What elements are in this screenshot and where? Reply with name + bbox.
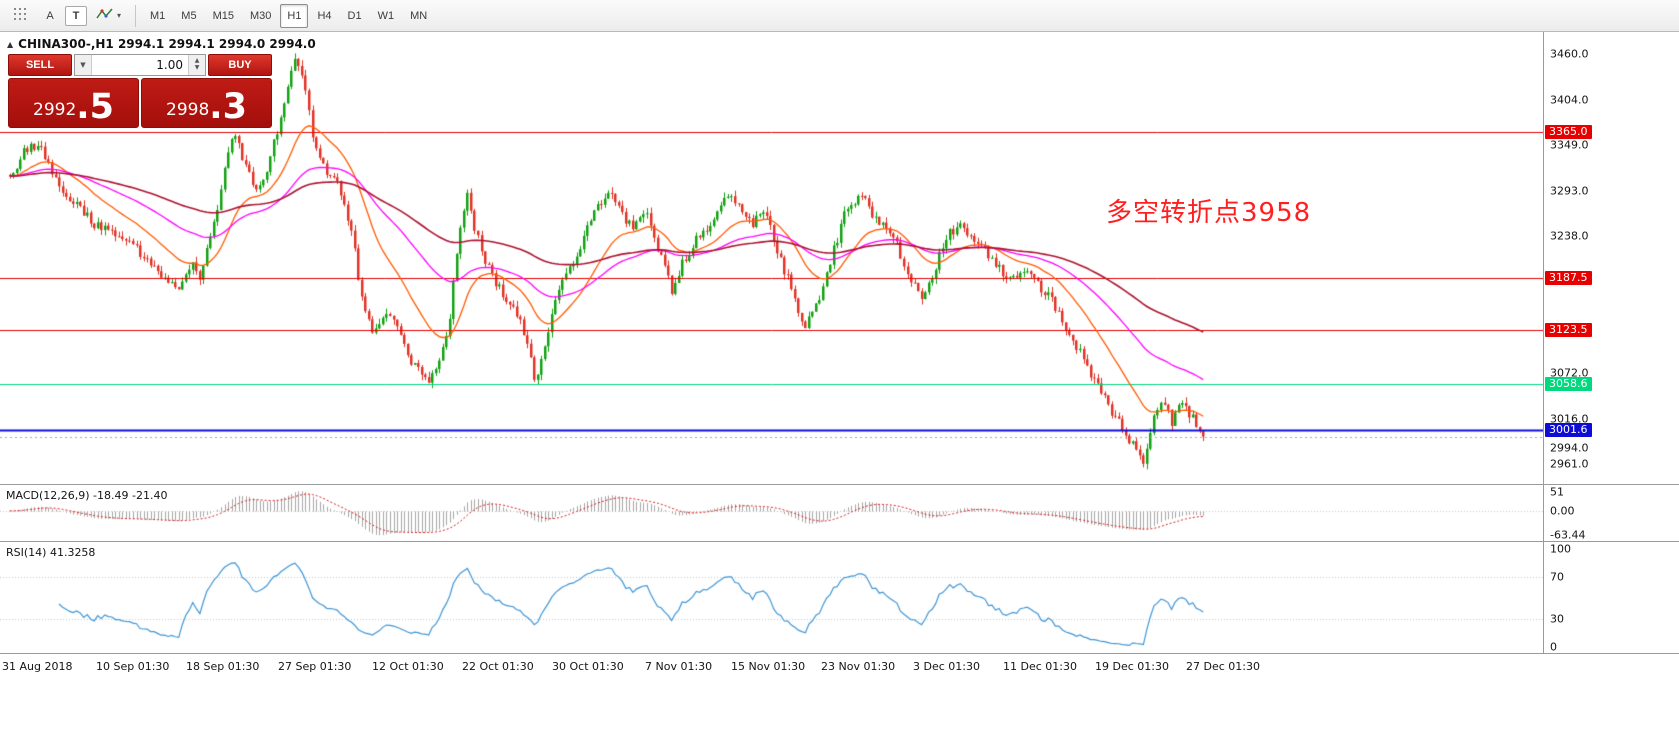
axis-tick: -63.44 bbox=[1550, 528, 1586, 542]
spinner-down-icon[interactable]: ▼ bbox=[194, 64, 200, 71]
chart-toolbar: A T ▾ M1 M5 M15 M30 H1 H4 D1 W1 MN bbox=[0, 0, 1679, 32]
axis-tick: 100 bbox=[1550, 542, 1571, 556]
toolbar-separator bbox=[135, 4, 137, 27]
axis-tick: 3072.0 bbox=[1550, 366, 1589, 380]
price-badge: 3123.5 bbox=[1545, 323, 1592, 338]
time-tick: 3 Dec 01:30 bbox=[913, 660, 980, 673]
axis-tick: 3238.0 bbox=[1550, 229, 1589, 243]
timeframe-m5-button[interactable]: M5 bbox=[174, 4, 203, 28]
time-tick: 27 Sep 01:30 bbox=[278, 660, 352, 673]
indicators-button[interactable]: ▾ bbox=[89, 4, 128, 28]
price-badge: 3058.6 bbox=[1545, 376, 1592, 391]
timeframe-h4-button[interactable]: H4 bbox=[310, 4, 338, 28]
sell-button[interactable]: SELL bbox=[8, 54, 72, 76]
chart-title-text: CHINA300-,H1 2994.1 2994.1 2994.0 2994.0 bbox=[18, 37, 316, 51]
axis-tick: 51 bbox=[1550, 485, 1564, 499]
timeframe-m30-button[interactable]: M30 bbox=[243, 4, 278, 28]
time-axis[interactable]: 31 Aug 2018 10 Sep 01:30 18 Sep 01:30 27 Se… bbox=[0, 654, 1679, 680]
rsi-panel: RSI(14) 41.3258 100 70 30 0 bbox=[0, 542, 1679, 654]
axis-tick: 3016.0 bbox=[1550, 412, 1589, 426]
price-axis[interactable]: 3460.0 3404.0 3349.0 3293.0 3238.0 3072.0 3016… bbox=[1543, 32, 1679, 484]
axis-tick: 3404.0 bbox=[1550, 93, 1589, 107]
axis-tick: 2961.0 bbox=[1550, 457, 1589, 471]
buy-price-main: 2998 bbox=[166, 100, 210, 120]
time-tick: 11 Dec 01:30 bbox=[1003, 660, 1077, 673]
bottom-filler bbox=[0, 680, 1679, 729]
timeframe-d1-button[interactable]: D1 bbox=[341, 4, 369, 28]
rsi-label: RSI(14) 41.3258 bbox=[6, 546, 96, 559]
price-badge: 3001.6 bbox=[1545, 423, 1592, 438]
chevron-down-icon: ▾ bbox=[117, 11, 122, 20]
macd-label: MACD(12,26,9) -18.49 -21.40 bbox=[6, 489, 168, 502]
text-tool-button[interactable]: T bbox=[65, 5, 87, 26]
grid-tool-button[interactable] bbox=[6, 4, 35, 28]
buy-price-button[interactable]: 2998 .3 bbox=[141, 78, 272, 128]
timeframe-group: M1 M5 M15 M30 H1 H4 D1 W1 MN bbox=[142, 3, 435, 28]
volume-spinner[interactable]: ▲ ▼ bbox=[188, 55, 205, 75]
price-badge: 3187.5 bbox=[1545, 270, 1592, 285]
timeframe-w1-button[interactable]: W1 bbox=[371, 4, 402, 28]
rsi-axis[interactable]: 100 70 30 0 bbox=[1543, 542, 1679, 654]
axis-tick: 2994.0 bbox=[1550, 441, 1589, 455]
text-label-button[interactable]: A bbox=[37, 4, 63, 28]
time-tick: 15 Nov 01:30 bbox=[731, 660, 806, 673]
macd-axis[interactable]: 51 0.00 -63.44 bbox=[1543, 485, 1679, 542]
volume-value[interactable]: 1.00 bbox=[156, 58, 183, 72]
axis-tick: 70 bbox=[1550, 570, 1564, 584]
indicator-zigzag-icon bbox=[96, 7, 114, 24]
chart-title: ▲ CHINA300-,H1 2994.1 2994.1 2994.0 2994… bbox=[7, 37, 316, 51]
main-chart-panel: 多空转折点3958 ▲ CHINA300-,H1 2994.1 2994.1 2… bbox=[0, 32, 1679, 485]
timeframe-m1-button[interactable]: M1 bbox=[143, 4, 172, 28]
time-tick: 22 Oct 01:30 bbox=[462, 660, 534, 673]
time-tick: 18 Sep 01:30 bbox=[186, 660, 260, 673]
one-click-trading-widget: SELL ▼ 1.00 ▲ ▼ BUY 2992 .5 2998 bbox=[8, 54, 272, 128]
time-tick: 10 Sep 01:30 bbox=[96, 660, 170, 673]
time-tick: 27 Dec 01:30 bbox=[1186, 660, 1260, 673]
buy-price-frac: .3 bbox=[209, 86, 247, 127]
volume-dropdown-icon[interactable]: ▼ bbox=[75, 55, 92, 75]
timeframe-m15-button[interactable]: M15 bbox=[206, 4, 241, 28]
axis-tick: 3460.0 bbox=[1550, 47, 1589, 61]
axis-tick: 3349.0 bbox=[1550, 138, 1589, 152]
macd-panel: MACD(12,26,9) -18.49 -21.40 51 0.00 -63.44 bbox=[0, 485, 1679, 542]
axis-tick: 30 bbox=[1550, 612, 1564, 626]
spinner-up-icon[interactable]: ▲ bbox=[194, 57, 200, 65]
axis-tick: 0.00 bbox=[1550, 504, 1575, 518]
sell-price-button[interactable]: 2992 .5 bbox=[8, 78, 139, 128]
collapse-triangle-icon[interactable]: ▲ bbox=[7, 39, 14, 49]
time-tick: 31 Aug 2018 bbox=[2, 660, 73, 673]
timeframe-mn-button[interactable]: MN bbox=[403, 4, 434, 28]
timeframe-h1-button[interactable]: H1 bbox=[280, 3, 309, 28]
time-tick: 19 Dec 01:30 bbox=[1095, 660, 1169, 673]
axis-tick: 3293.0 bbox=[1550, 184, 1589, 198]
time-tick: 7 Nov 01:30 bbox=[645, 660, 713, 673]
rsi-canvas[interactable] bbox=[0, 542, 1543, 654]
time-tick: 23 Nov 01:30 bbox=[821, 660, 896, 673]
time-tick: 30 Oct 01:30 bbox=[552, 660, 624, 673]
axis-tick: 0 bbox=[1550, 640, 1557, 654]
volume-stepper[interactable]: ▼ 1.00 ▲ ▼ bbox=[74, 54, 206, 76]
sell-price-frac: .5 bbox=[76, 86, 114, 127]
price-badge: 3365.0 bbox=[1545, 125, 1592, 140]
time-tick: 12 Oct 01:30 bbox=[372, 660, 444, 673]
macd-canvas[interactable] bbox=[0, 485, 1543, 542]
buy-button[interactable]: BUY bbox=[208, 54, 272, 76]
sell-price-main: 2992 bbox=[33, 100, 77, 120]
dot-grid-icon bbox=[13, 7, 28, 25]
chart-annotation: 多空转折点3958 bbox=[1106, 198, 1312, 228]
